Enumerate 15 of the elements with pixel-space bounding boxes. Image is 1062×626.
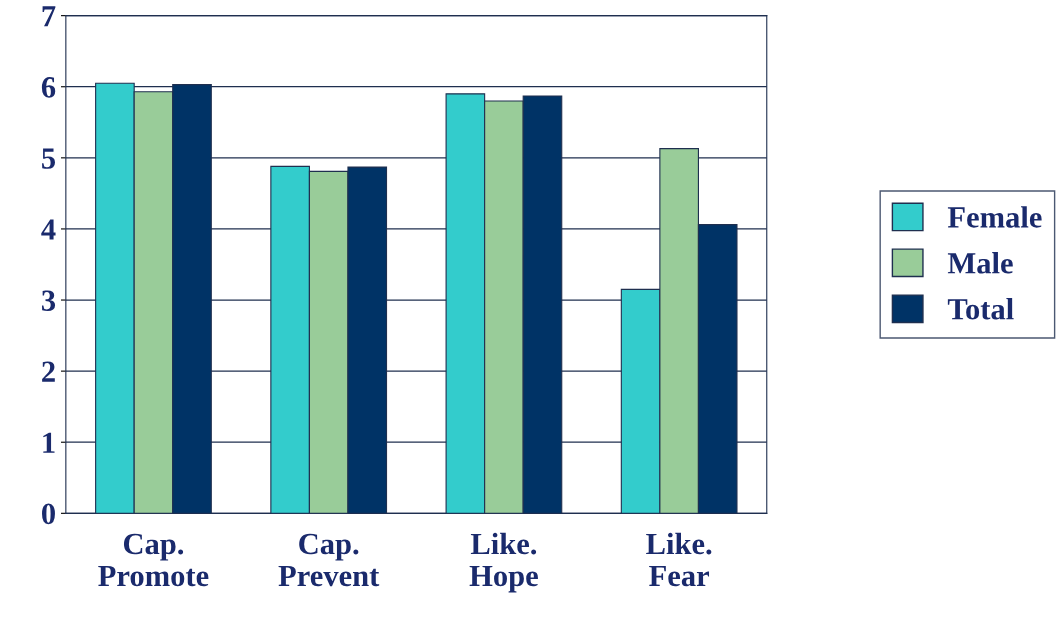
legend-label: Female [947,206,1042,228]
x-tick-label: Cap. Prevent [278,533,380,587]
y-tick-label: 3 [41,290,56,311]
legend-label: Male [947,252,1013,274]
x-tick-label: Like. Fear [646,532,712,587]
y-tick-label: 0 [42,503,55,525]
y-tick-label: 7 [42,6,56,27]
legend-label: Total [947,298,1014,320]
y-tick-label: 1 [43,432,55,453]
y-tick-label: 5 [42,148,55,169]
y-tick-label: 4 [41,219,56,240]
x-tick-label: Like. Hope [469,532,538,593]
y-tick-label: 2 [42,361,55,382]
y-tick-label: 6 [41,77,56,98]
x-tick-label: Cap. Promote [98,533,209,587]
